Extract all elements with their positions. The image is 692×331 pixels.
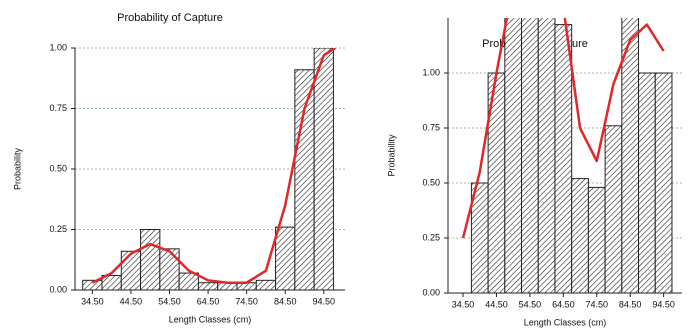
bar xyxy=(654,72,673,293)
y-tick-label: 0.75 xyxy=(49,103,67,113)
x-tick-label: 34.50 xyxy=(81,296,104,306)
x-tick-label: 34.50 xyxy=(452,299,475,309)
bar xyxy=(294,69,315,290)
y-tick-label: 0.50 xyxy=(422,177,440,187)
bar xyxy=(313,48,334,290)
x-tick-label: 74.50 xyxy=(235,296,258,306)
x-tick-label: 74.50 xyxy=(585,299,608,309)
fit-line xyxy=(461,18,665,239)
y-tick-label: 0.50 xyxy=(49,163,67,173)
x-tick-label: 54.50 xyxy=(158,296,181,306)
bar xyxy=(554,24,573,293)
bar xyxy=(537,18,556,293)
y-axis-label: Probability xyxy=(12,147,22,190)
bar xyxy=(275,226,296,290)
x-axis-label: Length Classes (cm) xyxy=(169,314,252,324)
bar xyxy=(197,282,219,290)
bars xyxy=(82,48,337,290)
bar xyxy=(638,72,656,293)
bars xyxy=(461,18,673,293)
bar xyxy=(120,250,142,290)
x-tick-label: 44.50 xyxy=(120,296,143,306)
bar xyxy=(255,279,277,290)
x-tick-label: 64.50 xyxy=(552,299,575,309)
y-tick-label: 0.00 xyxy=(49,284,67,294)
bar xyxy=(140,229,161,290)
x-tick-label: 54.50 xyxy=(519,299,542,309)
bar xyxy=(571,178,589,293)
y-tick-label: 1.00 xyxy=(422,67,440,77)
x-tick-label: 44.50 xyxy=(485,299,508,309)
bar xyxy=(604,125,623,293)
x-tick-label: 94.50 xyxy=(313,296,336,306)
x-tick-label: 84.50 xyxy=(619,299,642,309)
y-tick-label: 0.25 xyxy=(422,232,440,242)
y-tick-label: 0.75 xyxy=(422,122,440,132)
bar xyxy=(587,186,606,293)
bar xyxy=(159,248,180,290)
bar xyxy=(504,18,523,293)
bar xyxy=(621,18,640,293)
panel: Probability of Capture 0.00 0.25 0.50 0.75 1.… xyxy=(12,12,345,324)
chart-title: Probability of Capture xyxy=(117,12,223,24)
bar xyxy=(521,18,539,293)
x-tick-label: 94.50 xyxy=(652,299,675,309)
fit-line xyxy=(91,48,337,284)
panel: Probability of Capture0.000.250.500.751.… xyxy=(386,18,682,327)
y-axis-label: Probability xyxy=(386,134,396,177)
bar xyxy=(178,272,199,290)
y-tick-label: 1.00 xyxy=(49,42,67,52)
x-axis-label: Length Classes (cm) xyxy=(524,317,607,327)
x-tick-label: 64.50 xyxy=(197,296,220,306)
x-tick-label: 84.50 xyxy=(274,296,297,306)
y-tick-label: 0.25 xyxy=(49,224,67,234)
y-tick-label: 0.00 xyxy=(422,287,440,297)
